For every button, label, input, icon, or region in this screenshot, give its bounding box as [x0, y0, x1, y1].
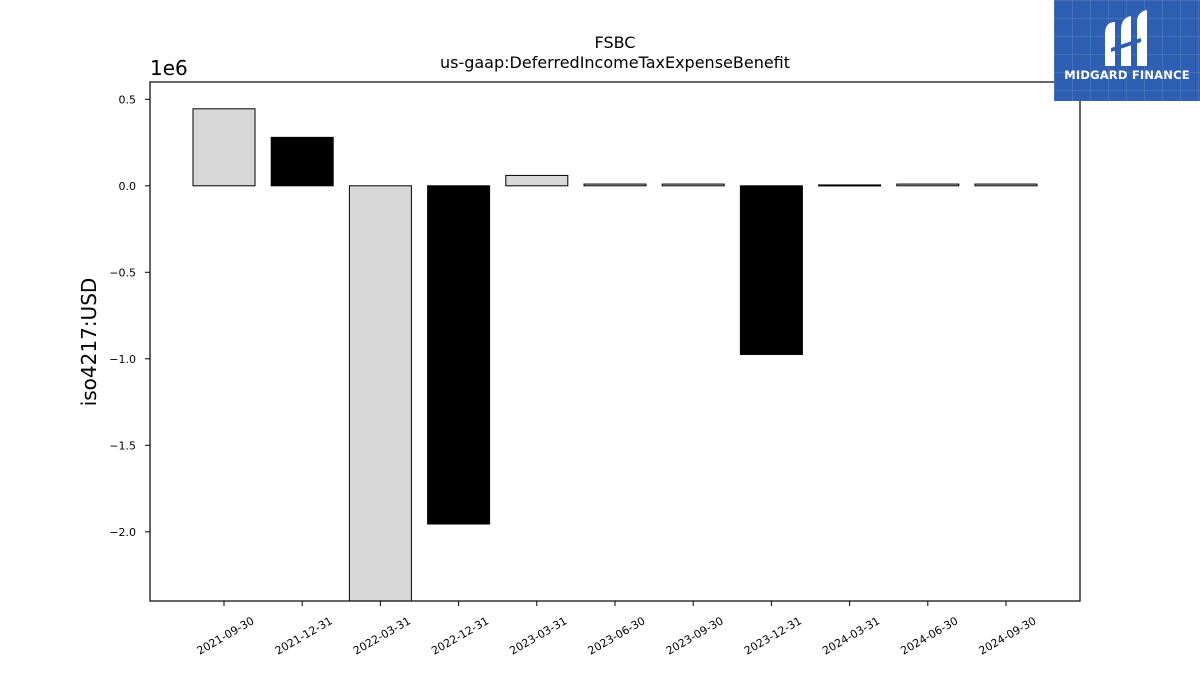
bar-2021-12-31: [270, 136, 334, 187]
midgard-finance-logo: MIDGARD FINANCE: [1054, 0, 1200, 101]
bar-2022-03-31: [348, 185, 412, 601]
x-tick-label: 2021-09-30: [195, 614, 257, 657]
bar-2022-12-31: [427, 185, 491, 525]
bars-group: [192, 108, 1038, 601]
y-tick-label: −2.0: [109, 526, 136, 539]
midgard-logo-icon: [1105, 10, 1147, 66]
x-tick-label: 2022-12-31: [429, 614, 491, 657]
bar-2024-06-30: [896, 183, 960, 187]
x-tick-label: 2021-12-31: [273, 614, 335, 657]
y-axis-ticks: 0.5 0.0 −0.5 −1.0 −1.5 −2.0: [109, 93, 150, 539]
logo-text: MIDGARD FINANCE: [1064, 68, 1190, 82]
x-axis-ticks: 2021-09-30 2021-12-31 2022-03-31 2022-12-31…: [195, 601, 1039, 658]
bar-2024-09-30: [974, 183, 1038, 187]
x-tick-label: 2024-03-31: [820, 614, 882, 657]
bar-2024-03-31: [818, 184, 882, 187]
bar-2023-09-30: [661, 183, 725, 187]
y-tick-label: 0.5: [119, 93, 137, 106]
x-tick-label: 2022-03-31: [351, 614, 413, 657]
y-axis-label: iso4217:USD: [77, 278, 101, 407]
x-tick-label: 2023-12-31: [742, 614, 804, 657]
x-tick-label: 2023-09-30: [664, 614, 726, 657]
bar-2021-09-30: [192, 108, 256, 187]
bar-2023-03-31: [505, 174, 569, 187]
x-tick-label: 2024-06-30: [898, 614, 960, 657]
chart-subtitle: us-gaap:DeferredIncomeTaxExpenseBenefit: [440, 53, 790, 72]
x-tick-label: 2023-06-30: [586, 614, 648, 657]
bar-2023-12-31: [739, 185, 803, 355]
plot-frame: [149, 81, 1081, 602]
x-tick-label: 2024-09-30: [977, 614, 1039, 657]
x-tick-label: 2023-03-31: [507, 614, 569, 657]
y-tick-label: −1.0: [109, 353, 136, 366]
y-tick-label: −0.5: [109, 266, 136, 279]
chart-title: FSBC: [595, 33, 636, 52]
y-axis-offset-label: 1e6: [150, 56, 188, 80]
bar-2023-06-30: [583, 183, 647, 187]
y-tick-label: −1.5: [109, 439, 136, 452]
y-tick-label: 0.0: [119, 180, 137, 193]
